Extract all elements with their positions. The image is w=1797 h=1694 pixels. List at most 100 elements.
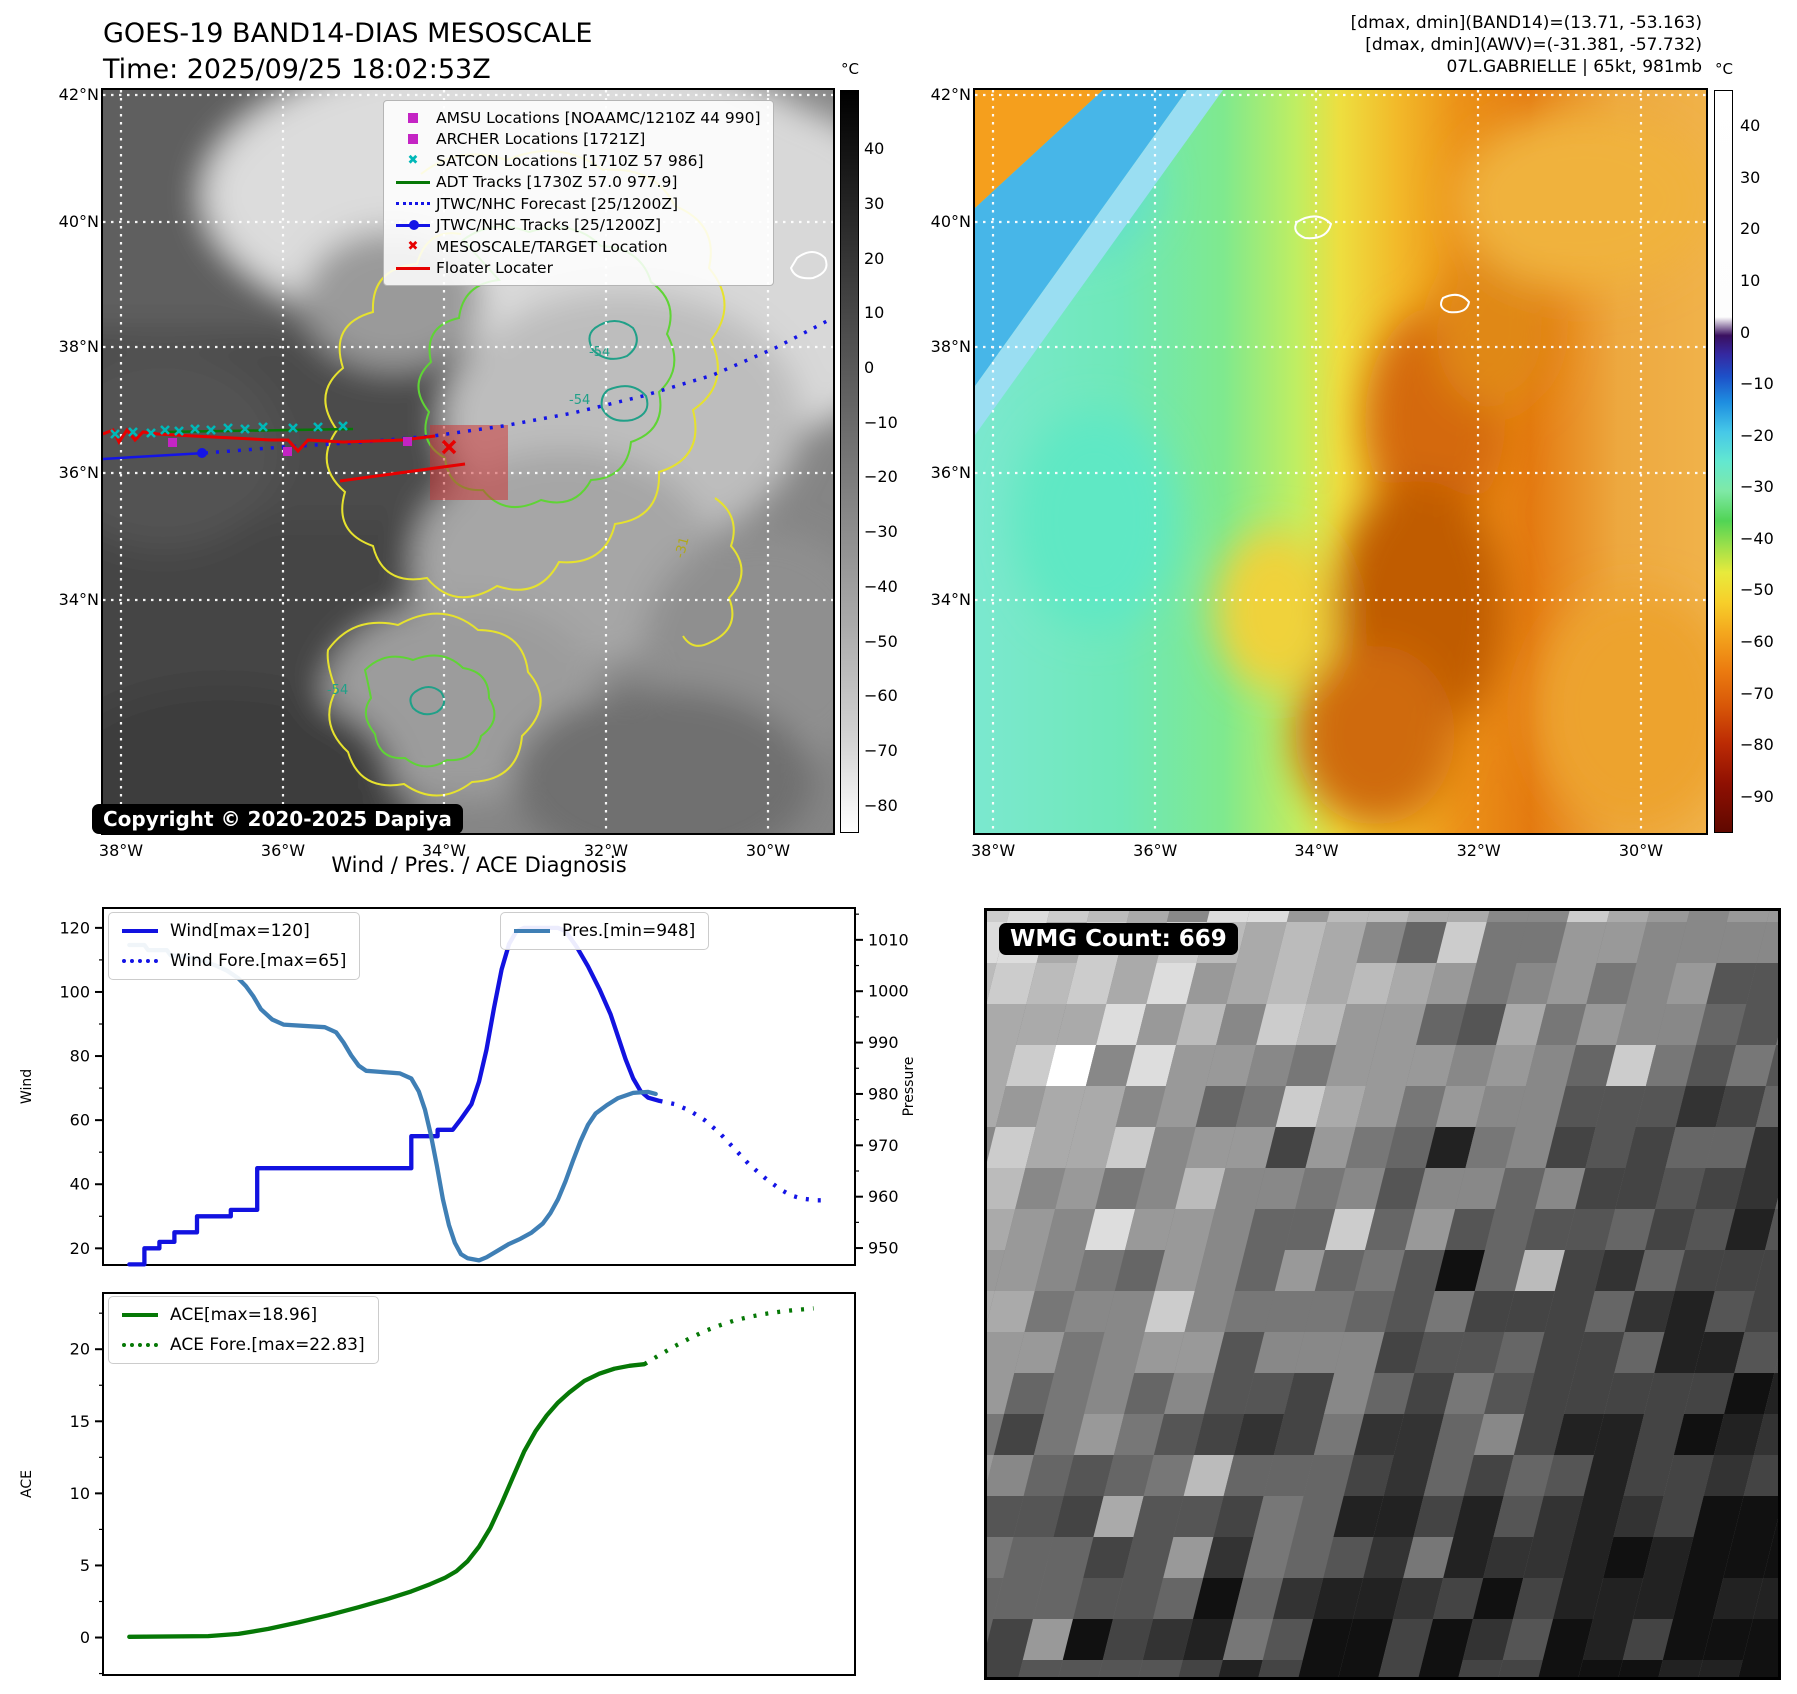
awv-colorbar-tick-label: 0 xyxy=(1740,322,1751,342)
band14-lat-tick-label: 40°N xyxy=(58,212,99,232)
awv-lon-tick-label: 36°W xyxy=(1133,841,1178,860)
jtwc-track-point xyxy=(197,448,207,458)
awv-colorbar-tick-label: −80 xyxy=(1740,735,1774,755)
legend-item-label: JTWC/NHC Tracks [25/1200Z] xyxy=(436,216,662,235)
y-tick-label: 960 xyxy=(868,1187,899,1206)
legend-item: ADT Tracks [1730Z 57.0 977.9] xyxy=(390,173,761,193)
awv-lon-tick-label: 32°W xyxy=(1456,841,1501,860)
legend-item: JTWC/NHC Forecast [25/1200Z] xyxy=(390,194,761,214)
legend-item-label: JTWC/NHC Forecast [25/1200Z] xyxy=(436,194,679,213)
dotted-line-marker-icon xyxy=(122,959,158,963)
mosaic-cell xyxy=(1766,911,1778,922)
band14-colorbar-tick-label: −40 xyxy=(864,576,898,596)
legend-item-label: ARCHER Locations [1721Z] xyxy=(436,130,646,149)
copyright-badge: Copyright © 2020-2025 Dapiya xyxy=(92,804,463,834)
chart-legend-item: Pres.[min=948] xyxy=(514,921,695,941)
awv-colorbar-tick-label: −90 xyxy=(1740,786,1774,806)
chart-legend-label: Wind Fore.[max=65] xyxy=(170,951,347,971)
chart-legend-label: ACE Fore.[max=22.83] xyxy=(170,1335,365,1355)
legend-item-label: Floater Locater xyxy=(436,259,553,278)
awv-lon-tick-label: 34°W xyxy=(1294,841,1339,860)
series-wind xyxy=(127,925,662,1267)
y-tick-label: 120 xyxy=(59,918,90,937)
y-axis-label: Wind xyxy=(19,1069,35,1104)
awv-colorbar-tick-label: −50 xyxy=(1740,580,1774,600)
satcon-markers xyxy=(110,421,348,439)
band14-colorbar-tick-label: 0 xyxy=(864,357,875,377)
mosaic-cell xyxy=(984,1168,985,1209)
awv-lon-tick-label: 38°W xyxy=(970,841,1016,860)
y-tick-label: 970 xyxy=(868,1136,899,1155)
floater-locater-line-2 xyxy=(339,462,466,483)
solid-line-marker-icon xyxy=(514,928,550,934)
mosaic-cell xyxy=(984,1332,985,1373)
y-tick-label: 950 xyxy=(868,1239,899,1258)
ace-legend: ACE[max=18.96] ACE Fore.[max=22.83] xyxy=(108,1296,379,1364)
legend-item-label: ADT Tracks [1730Z 57.0 977.9] xyxy=(436,173,678,192)
legend-item: ✖ SATCON Locations [1710Z 57 986] xyxy=(390,151,761,171)
band14-contour-labels: -54 -54 -31 -54 xyxy=(327,345,693,698)
storm-tracks xyxy=(103,316,833,500)
awv-colorbar-tick-label: −20 xyxy=(1740,425,1774,445)
band14-colorbar-tick-label: −20 xyxy=(864,467,898,487)
dotted-line-marker-icon xyxy=(122,1343,158,1347)
awv-lat-tick-label: 40°N xyxy=(930,212,971,232)
awv-lat-tick-label: 36°N xyxy=(930,463,971,483)
legend-item: AMSU Locations [NOAAMC/1210Z 44 990] xyxy=(390,108,761,128)
chart-legend-item: Wind[max=120] xyxy=(122,921,346,941)
amsu-archer-markers xyxy=(168,437,412,456)
wmg-panel: WMG Count: 669 xyxy=(984,908,1781,1680)
y-tick-label: 100 xyxy=(59,982,90,1001)
awv-satellite-map xyxy=(973,88,1708,835)
y-tick-label: 10 xyxy=(70,1484,90,1503)
band14-lat-tick-label: 42°N xyxy=(58,84,99,104)
line-marker-icon xyxy=(390,180,436,184)
y-tick-label: 1000 xyxy=(868,982,909,1001)
chart-legend-item: ACE[max=18.96] xyxy=(122,1305,365,1325)
timestamp: Time: 2025/09/25 18:02:53Z xyxy=(103,54,491,85)
solid-line-marker-icon xyxy=(122,928,158,934)
dmax-dmin-awv: [dmax, dmin](AWV)=(-31.381, -57.732) xyxy=(1365,35,1702,55)
y-tick-label: 20 xyxy=(70,1239,90,1258)
legend-item-label: SATCON Locations [1710Z 57 986] xyxy=(436,151,704,170)
awv-colorbar-tick-label: −30 xyxy=(1740,477,1774,497)
band14-colorbar-tick-label: 40 xyxy=(864,139,885,159)
band14-lat-tick-label: 38°N xyxy=(58,337,99,356)
awv-map-canvas xyxy=(975,90,1706,833)
line-marker-icon xyxy=(390,266,436,270)
wmg-count-badge: WMG Count: 669 xyxy=(999,923,1238,955)
solid-line-marker-icon xyxy=(122,1312,158,1318)
y-tick-label: 80 xyxy=(70,1047,90,1066)
line-dot-marker-icon xyxy=(390,220,436,230)
band14-colorbar-tick-label: −50 xyxy=(864,631,898,651)
legend-item-label: MESOSCALE/TARGET Location xyxy=(436,237,668,256)
svg-text:-54: -54 xyxy=(327,683,348,698)
awv-colorbar-tick-label: −10 xyxy=(1740,374,1774,394)
band14-map-legend: AMSU Locations [NOAAMC/1210Z 44 990] ARCH… xyxy=(383,100,774,286)
mosaic-cell xyxy=(987,1660,1023,1677)
band14-lat-tick-label: 34°N xyxy=(58,589,99,609)
legend-item: ✖ MESOSCALE/TARGET Location xyxy=(390,237,761,257)
diagnosis-chart-title: Wind / Pres. / ACE Diagnosis xyxy=(331,853,627,877)
y-tick-label: 1010 xyxy=(868,930,909,949)
band14-colorbar-tick-label: 20 xyxy=(864,248,885,268)
chart-legend-label: ACE[max=18.96] xyxy=(170,1305,318,1325)
band14-colorbar-tick-label: 30 xyxy=(864,193,885,213)
y-tick-label: 5 xyxy=(80,1556,90,1575)
awv-lat-tick-label: 42°N xyxy=(930,84,971,104)
awv-colorbar-tick-label: −60 xyxy=(1740,632,1774,652)
jtwc-track-line xyxy=(103,451,206,461)
x-marker-icon: ✖ xyxy=(407,239,419,255)
awv-colorbar-tick-label: −40 xyxy=(1740,528,1774,548)
y-tick-label: 20 xyxy=(70,1340,90,1359)
y-tick-label: 40 xyxy=(70,1175,90,1194)
chart-legend-item: ACE Fore.[max=22.83] xyxy=(122,1335,365,1355)
header-info-block: [dmax, dmin](BAND14)=(13.71, -53.163) [d… xyxy=(1351,12,1702,78)
floater-locater-line xyxy=(103,427,436,454)
awv-lat-tick-label: 34°N xyxy=(930,589,971,609)
y-axis-label: ACE xyxy=(19,1470,35,1498)
awv-colorbar-unit: °C xyxy=(1715,60,1733,78)
legend-item: JTWC/NHC Tracks [25/1200Z] xyxy=(390,216,761,236)
legend-item: ARCHER Locations [1721Z] xyxy=(390,130,761,150)
